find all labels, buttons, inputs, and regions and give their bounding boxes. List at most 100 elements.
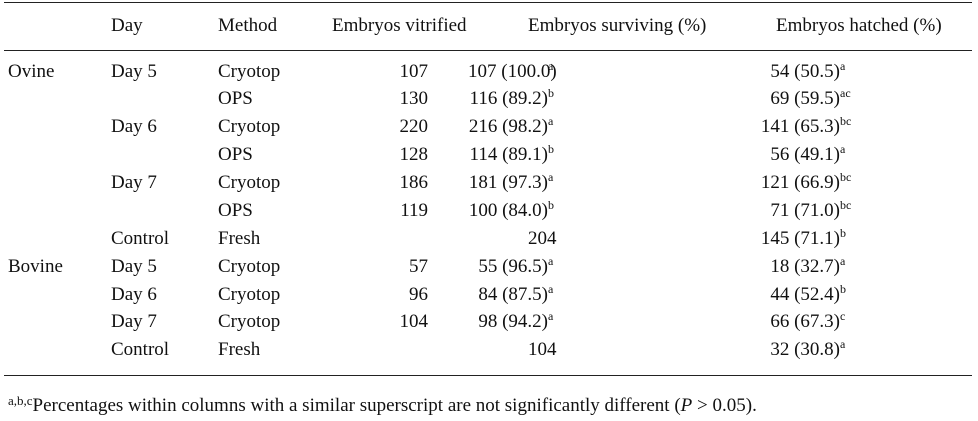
cell-embryos-vitrified: 107 [399,61,429,82]
table-header: Day Method Embryos vitrified Embryos sur… [0,15,978,37]
surviving-value: 84 (87.5) [478,284,548,305]
cell-embryos-hatched: 141 (65.3)bc [728,114,852,138]
cell-method: Fresh [218,339,261,360]
cell-embryos-surviving: 204 [468,228,588,250]
cell-embryos-hatched: 66 (67.3)c [728,309,848,333]
surviving-superscript: a [548,170,554,184]
hatched-value: 32 (30.8) [770,339,840,360]
cell-embryos-vitrified: 186 [399,172,429,193]
surviving-value: 104 [528,339,557,360]
surviving-value: 98 (94.2) [478,311,548,332]
surviving-superscript: b [548,142,554,156]
table-row: OPS 130 116 (89.2)b 69 (59.5)ac [0,87,978,110]
cell-embryos-surviving: 100 (84.0)b [468,198,588,222]
surviving-value: 100 (84.0) [468,200,548,221]
hatched-value: 66 (67.3) [770,311,840,332]
hatched-superscript: c [840,309,846,323]
cell-embryos-hatched: 145 (71.1)b [728,226,848,250]
surviving-value: 204 [528,228,557,249]
surviving-superscript: a [548,254,554,268]
surviving-superscript: a [548,309,554,323]
cell-embryos-vitrified: 128 [399,144,429,165]
surviving-superscript: b [548,198,554,212]
cell-day: Control [111,339,170,360]
table-header-rule [4,50,972,51]
table-footnote: a,b,cPercentages within columns with a s… [8,393,757,417]
surviving-value: 114 (89.1) [469,144,548,165]
cell-embryos-surviving: 116 (89.2)b [468,87,588,110]
cell-embryos-hatched: 56 (49.1)a [728,142,848,166]
cell-method: Cryotop [218,284,281,305]
cell-method: Cryotop [218,116,281,137]
surviving-superscript: a [548,282,554,296]
surviving-value: 216 (98.2) [468,116,548,137]
table-row: Control Fresh 204 145 (71.1)b [0,226,978,250]
cell-embryos-surviving: 104 [468,339,588,361]
hatched-superscript: b [840,226,846,240]
cell-embryos-vitrified: 104 [399,311,429,332]
cell-method: OPS [218,200,253,221]
table-row: Bovine Day 5 Cryotop 57 55 (96.5)a 18 (32.7)a [0,254,978,278]
table-row: Day 7 Cryotop 104 98 (94.2)a 66 (67.3)c [0,309,978,333]
cell-embryos-hatched: 44 (52.4)b [728,282,848,306]
cell-embryos-surviving: 55 (96.5)a [468,254,588,278]
cell-day: Control [111,228,170,249]
footnote-marker: a,b,c [8,393,33,408]
hatched-superscript: b [840,282,846,296]
cell-day: Day 7 [111,311,157,332]
cell-day: Day 6 [111,116,157,137]
footnote-p-symbol: P [680,395,693,416]
cell-method: Fresh [218,228,261,249]
cell-day: Day 5 [111,256,157,277]
table-row: OPS 119 100 (84.0)b 71 (71.0)bc [0,198,978,222]
cell-embryos-vitrified: 96 [409,284,428,305]
surviving-value: 116 (89.2) [469,88,548,109]
hatched-superscript: bc [840,170,852,184]
header-method: Method [218,15,278,36]
hatched-value: 56 (49.1) [770,144,840,165]
table-row: Day 6 Cryotop 96 84 (87.5)a 44 (52.4)b [0,282,978,306]
surviving-value: 55 (96.5) [478,256,548,277]
surviving-value: 107 (100.0) [468,61,557,82]
cell-day: Day 7 [111,172,157,193]
header-embryos-hatched: Embryos hatched (%) [776,15,942,36]
cell-method: OPS [218,88,253,109]
cell-embryos-hatched: 121 (66.9)bc [728,170,852,194]
cell-embryos-vitrified: 130 [399,88,429,109]
cell-embryos-hatched: 69 (59.5)ac [728,87,850,110]
hatched-value: 54 (50.5) [770,61,840,82]
cell-embryos-surviving: 181 (97.3)a [468,170,588,194]
table-bottom-rule [4,375,972,376]
surviving-value: 181 (97.3) [468,172,548,193]
hatched-superscript: a [840,337,846,351]
table-row: OPS 128 114 (89.1)b 56 (49.1)a [0,142,978,166]
hatched-superscript: bc [840,114,852,128]
hatched-value: 18 (32.7) [770,256,840,277]
cell-embryos-surviving: 84 (87.5)a [468,282,588,306]
table-row: Control Fresh 104 32 (30.8)a [0,337,978,361]
cell-embryos-hatched: 71 (71.0)bc [728,198,852,222]
header-day: Day [111,15,143,36]
hatched-superscript: a [840,142,846,156]
footnote-text-end: > 0.05). [692,395,757,416]
cell-species: Bovine [8,256,63,277]
cell-embryos-hatched: 32 (30.8)a [728,337,848,361]
hatched-value: 141 (65.3) [760,116,840,137]
table-row: Ovine Day 5 Cryotop 107 107 (100.0)a 54 (50.5… [0,60,978,83]
cell-embryos-surviving: 216 (98.2)a [468,114,588,138]
table-top-rule [4,2,972,3]
cell-embryos-surviving: 107 (100.0)a [468,60,588,83]
header-embryos-vitrified: Embryos vitrified [332,15,467,36]
hatched-value: 71 (71.0) [770,200,840,221]
cell-method: Cryotop [218,172,281,193]
hatched-superscript: bc [840,198,852,212]
cell-day: Day 5 [111,61,157,82]
header-embryos-surviving: Embryos surviving (%) [528,15,707,36]
cell-method: OPS [218,144,253,165]
cell-embryos-vitrified: 119 [400,200,428,221]
surviving-superscript: a [548,114,554,128]
cell-embryos-hatched: 18 (32.7)a [728,254,848,278]
cell-embryos-hatched: 54 (50.5)a [728,60,848,83]
hatched-superscript: a [840,254,846,268]
cell-embryos-vitrified: 57 [409,256,428,277]
